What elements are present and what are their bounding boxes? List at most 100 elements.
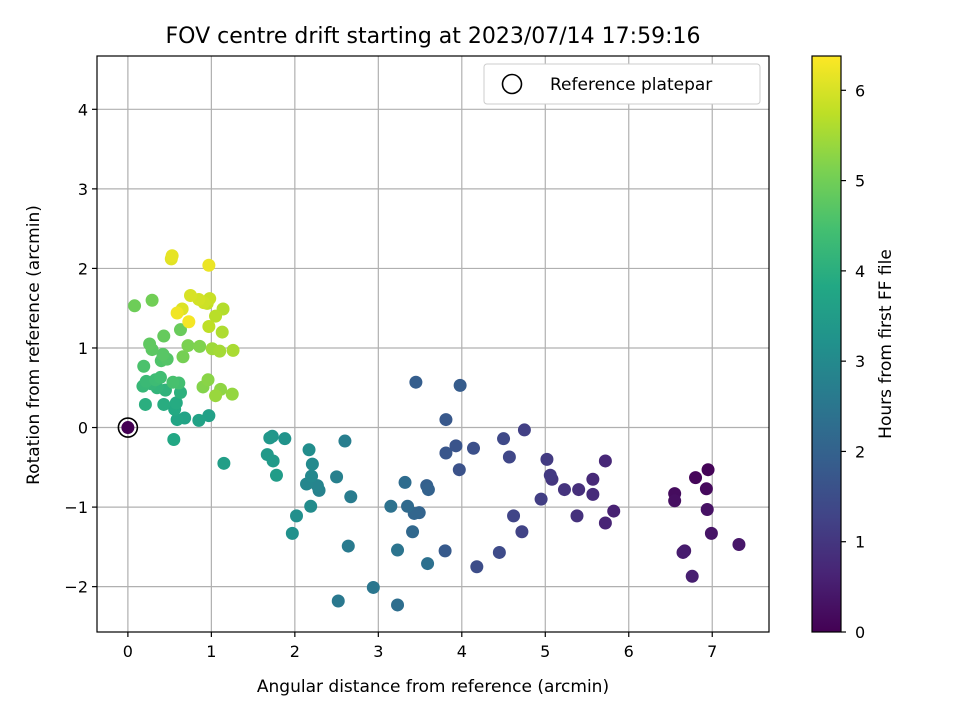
scatter-point <box>278 432 292 446</box>
scatter-point <box>170 306 184 320</box>
reference-point-marker <box>117 417 139 438</box>
legend-marker-open-circle <box>501 73 523 95</box>
scatter-point <box>304 499 318 513</box>
legend-box <box>483 63 761 105</box>
scatter-point <box>269 468 283 482</box>
scatter-point <box>192 413 206 427</box>
x-tick-label: 3 <box>373 642 383 661</box>
scatter-point <box>330 470 344 484</box>
scatter-point <box>449 439 463 453</box>
scatter-point <box>685 569 699 583</box>
plot-area: 0 1 2 3 4 5 6 7 −2 −1 0 1 2 3 4 <box>64 55 770 661</box>
scatter-point <box>341 539 355 553</box>
scatter-point <box>557 483 571 497</box>
scatter-point <box>534 492 548 506</box>
y-tick-label: 1 <box>78 339 88 358</box>
scatter-point <box>700 502 714 516</box>
x-tick-label: 4 <box>457 642 467 661</box>
scatter-point <box>305 469 319 483</box>
reference-point-fill <box>121 421 135 435</box>
legend-label-reference-platepar: Reference platepar <box>550 75 712 95</box>
scatter-point <box>466 441 480 455</box>
scatter-point <box>137 359 151 373</box>
legend: Reference platepar <box>483 63 761 105</box>
scatter-point <box>366 580 380 594</box>
scatter-point <box>676 545 690 559</box>
x-tick-label: 5 <box>540 642 550 661</box>
scatter-point <box>213 344 227 358</box>
scatter-point <box>391 543 405 557</box>
scatter-point <box>266 454 280 468</box>
scatter-point <box>145 293 159 307</box>
scatter-point <box>344 490 358 504</box>
x-tick-label: 6 <box>624 642 634 661</box>
scatter-point <box>607 504 621 518</box>
scatter-point <box>704 526 718 540</box>
scatter-point <box>305 457 319 471</box>
scatter-point <box>540 452 554 466</box>
x-tick-label: 0 <box>123 642 133 661</box>
scatter-point <box>331 594 345 608</box>
scatter-point <box>182 315 196 329</box>
scatter-point <box>215 325 229 339</box>
y-tick-label: −2 <box>64 578 88 597</box>
scatter-point <box>453 378 467 392</box>
scatter-point <box>153 370 167 384</box>
colorbar-tick-label: 1 <box>855 533 865 552</box>
scatter-point <box>181 339 195 353</box>
colorbar-tick-label: 2 <box>855 442 865 461</box>
scatter-point <box>202 409 216 423</box>
chart-title: FOV centre drift starting at 2023/07/14 … <box>166 24 701 49</box>
colorbar-label: Hours from first FF file <box>876 249 896 439</box>
colorbar: 0 1 2 3 4 5 6 Hours from first FF file <box>811 55 896 642</box>
scatter-points <box>128 249 746 612</box>
scatter-point <box>699 482 713 496</box>
scatter-point <box>598 454 612 468</box>
scatter-point <box>202 258 216 272</box>
scatter-point <box>586 487 600 501</box>
scatter-point <box>310 479 324 493</box>
x-tick-label: 2 <box>290 642 300 661</box>
scatter-point <box>193 339 207 353</box>
scatter-point <box>165 249 179 263</box>
colorbar-tick-label: 0 <box>855 623 865 642</box>
y-axis-ticks: −2 −1 0 1 2 3 4 <box>64 100 97 597</box>
y-tick-label: 2 <box>78 259 88 278</box>
scatter-point <box>226 343 240 357</box>
scatter-point <box>398 475 412 489</box>
scatter-point <box>452 463 466 477</box>
colorbar-gradient <box>811 55 842 633</box>
scatter-point <box>515 525 529 539</box>
scatter-point <box>421 557 435 571</box>
x-tick-label: 1 <box>206 642 216 661</box>
scatter-point <box>338 434 352 448</box>
scatter-point <box>470 560 484 574</box>
scatter-point <box>668 494 682 508</box>
x-axis-label: Angular distance from reference (arcmin) <box>257 677 609 697</box>
scatter-point <box>128 299 142 313</box>
scatter-point <box>263 431 277 445</box>
scatter-point <box>572 483 586 497</box>
colorbar-tick-label: 4 <box>855 262 865 281</box>
scatter-point <box>438 544 452 558</box>
scatter-point <box>157 397 171 411</box>
scatter-point <box>439 413 453 427</box>
y-tick-label: 4 <box>78 100 88 119</box>
scatter-point <box>169 396 183 410</box>
scatter-point <box>173 323 187 337</box>
y-axis-label: Rotation from reference (arcmin) <box>24 205 44 485</box>
scatter-point <box>209 389 223 403</box>
scatter-point <box>517 423 531 437</box>
colorbar-tick-label: 5 <box>855 172 865 191</box>
scatter-point <box>406 525 420 539</box>
scatter-point <box>391 598 405 612</box>
scatter-point <box>701 463 715 477</box>
scatter-point <box>598 516 612 530</box>
scatter-point <box>183 288 197 302</box>
x-axis-ticks: 0 1 2 3 4 5 6 7 <box>123 632 717 661</box>
scatter-point <box>156 347 170 361</box>
scatter-point <box>170 413 184 427</box>
scatter-point <box>689 471 703 485</box>
scatter-point <box>732 537 746 551</box>
